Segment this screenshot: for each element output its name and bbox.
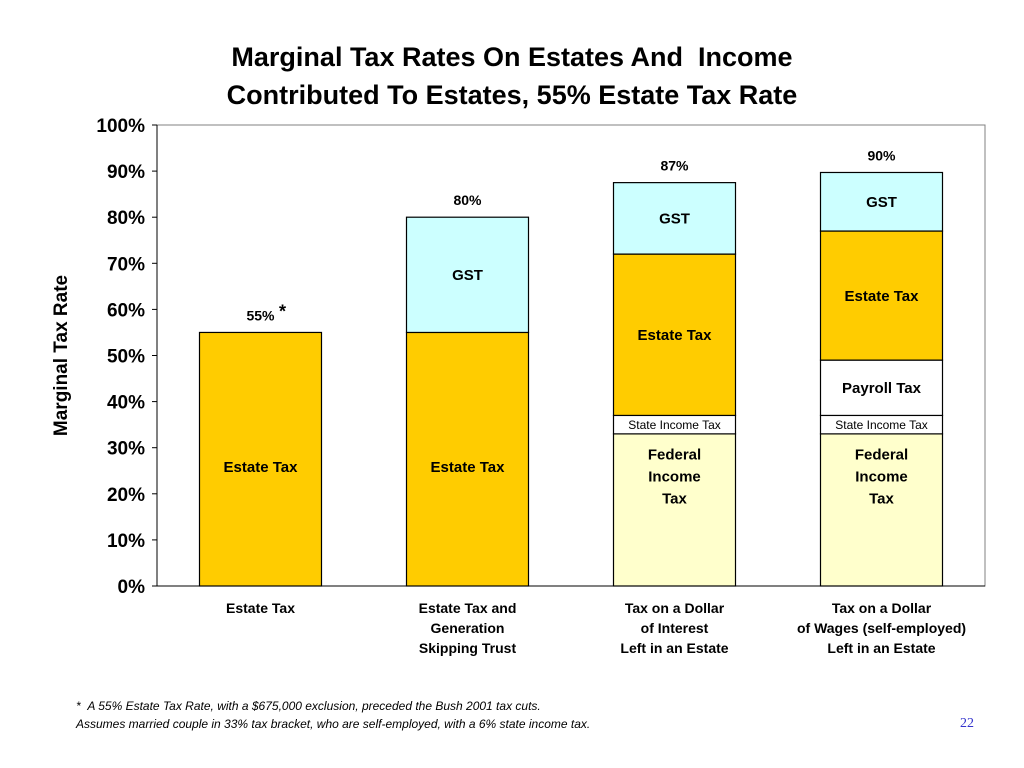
bar-segment-payroll-tax	[819, 359, 944, 417]
y-tick-label: 90%	[107, 162, 145, 183]
y-tick-label: 40%	[107, 393, 145, 414]
bar-segment-label: Income	[648, 469, 701, 486]
bar-segment-label: GST	[452, 267, 483, 284]
bar-segment-federal-income-tax	[819, 433, 944, 587]
bar-segment-label: State Income Tax	[628, 418, 721, 432]
page-number: 22	[960, 716, 974, 731]
x-category-label: Estate Tax	[226, 600, 295, 616]
chart-title-line-2: Contributed To Estates, 55% Estate Tax R…	[226, 80, 798, 110]
x-category-label: Tax on a Dollar	[625, 600, 725, 616]
bar-segment-label: Tax	[662, 491, 687, 508]
bar-segment-label: Tax	[869, 491, 894, 508]
bar-segment-estate-tax	[819, 230, 944, 361]
bar-segment-estate-tax	[198, 331, 323, 587]
bar-total-marker: *	[279, 301, 286, 321]
chart-title: Marginal Tax Rates On Estates And Income…	[0, 38, 1024, 114]
y-tick-label: 0%	[118, 577, 146, 598]
x-category-label: Generation	[431, 620, 505, 636]
x-category-label: Left in an Estate	[827, 640, 935, 656]
x-category-label: Tax on a Dollar	[832, 600, 932, 616]
footnote-line-1: A 55% Estate Tax Rate, with a $675,000 e…	[87, 699, 541, 713]
bar-total-label: 90%	[867, 147, 896, 163]
bar-segment-estate-tax	[405, 331, 530, 587]
bar-total-label: 87%	[660, 158, 689, 174]
bar-segment-label: Federal	[855, 447, 908, 464]
bar-segment-label: Estate Tax	[224, 459, 299, 476]
x-category-label: of Interest	[641, 620, 709, 636]
y-tick-label: 60%	[107, 300, 145, 321]
x-category-label: Left in an Estate	[620, 640, 728, 656]
y-axis-title: Marginal Tax Rate	[51, 275, 72, 436]
bar-segment-label: Estate Tax	[638, 327, 713, 344]
bar-segment-gst	[612, 182, 737, 255]
y-tick-label: 80%	[107, 208, 145, 229]
bar-segment-gst	[405, 216, 530, 334]
footnote: * A 55% Estate Tax Rate, with a $675,000…	[76, 697, 590, 733]
bar-segment-label: GST	[866, 194, 897, 211]
bar-segment-label: GST	[659, 211, 690, 228]
x-category-label: Estate Tax and	[419, 600, 517, 616]
y-tick-label: 100%	[96, 116, 145, 137]
bar-segment-label: Income	[855, 469, 908, 486]
bar-segment-gst	[819, 171, 944, 232]
bar-segment-label: Payroll Tax	[842, 380, 922, 397]
stacked-bar-chart: 0% 10% 20% 30% 40% 50% 60% 70% 80% 90% 100% Margina…	[51, 116, 986, 656]
bar-segment-label: Estate Tax	[845, 288, 920, 305]
y-tick-label: 20%	[107, 485, 145, 506]
bar-segment-label: Estate Tax	[431, 459, 506, 476]
bar-segment-federal-income-tax	[612, 433, 737, 587]
x-category-label: of Wages (self-employed)	[797, 620, 966, 636]
footnote-line-2: Assumes married couple in 33% tax bracke…	[76, 717, 591, 731]
bar-total-label: 55%	[246, 307, 275, 323]
y-tick-label: 70%	[107, 254, 145, 275]
chart-title-line-1: Marginal Tax Rates On Estates And Income	[231, 42, 793, 72]
bar-total-label: 80%	[453, 192, 482, 208]
y-tick-label: 30%	[107, 439, 145, 460]
y-tick-label: 50%	[107, 347, 145, 368]
x-category-label: Skipping Trust	[419, 640, 517, 656]
y-tick-label: 10%	[107, 531, 145, 552]
footnote-marker: *	[76, 699, 81, 713]
bar-segment-label: Federal	[648, 447, 701, 464]
bar-segment-label: State Income Tax	[835, 418, 928, 432]
